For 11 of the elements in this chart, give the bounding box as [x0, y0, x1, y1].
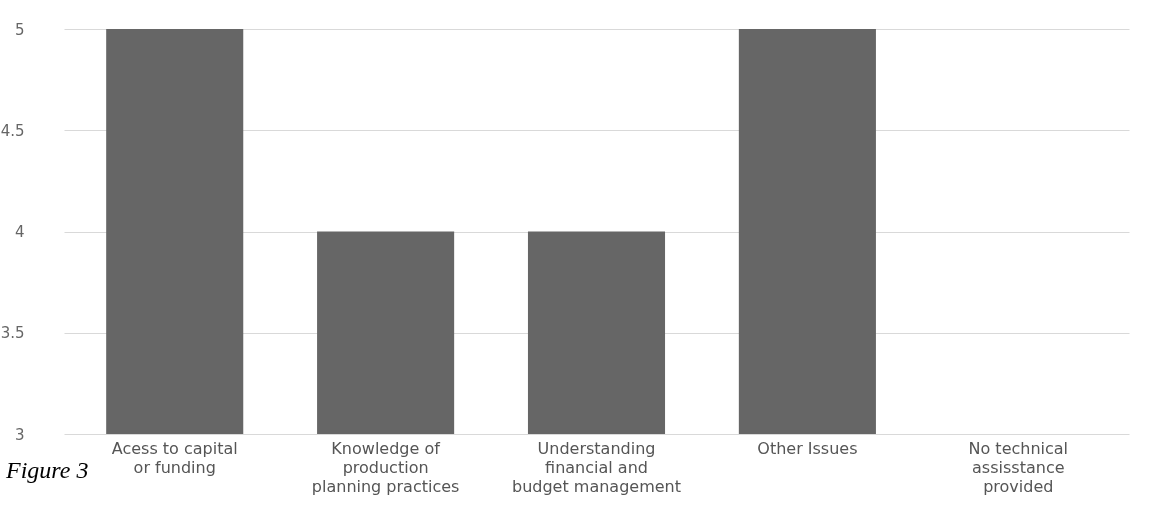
caption: Figure 3: [6, 457, 89, 484]
x-tick-label: Understanding financial and budget management: [512, 438, 681, 496]
y-tick-label: 3.5: [0, 324, 25, 343]
x-tick-label: Acess to capital or funding: [111, 438, 238, 477]
x-tick-label: Other Issues: [757, 438, 858, 458]
y-tick-label: 5: [14, 20, 25, 39]
y-tick-label: 4: [14, 223, 25, 241]
y-tick-label: 3: [14, 425, 25, 444]
y-tick-label: 4.5: [0, 121, 25, 140]
x-tick-label: Knowledge of production planning practices: [311, 438, 460, 496]
x-tick-label: No technical assisstance provided: [968, 438, 1069, 496]
